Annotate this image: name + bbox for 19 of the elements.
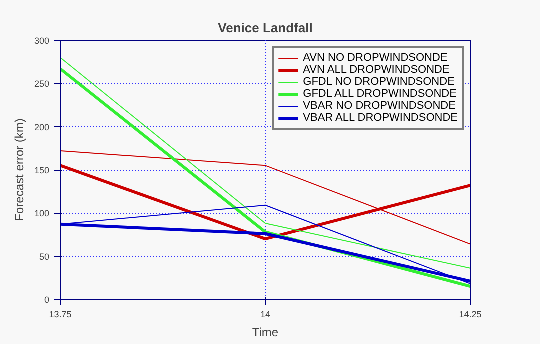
legend-label: AVN NO DROPWINDSONDE bbox=[303, 52, 448, 64]
y-tick-label: 150 bbox=[34, 166, 50, 176]
y-tick-label: 0 bbox=[44, 295, 50, 305]
y-tick-label: 300 bbox=[34, 36, 50, 46]
y-tick-label: 100 bbox=[34, 208, 50, 219]
x-axis-title: Time bbox=[252, 326, 279, 340]
legend-label: AVN ALL DROPWINDSONDE bbox=[303, 64, 450, 76]
chart-title: Venice Landfall bbox=[218, 20, 313, 36]
legend-label: VBAR NO DROPWINDSONDE bbox=[303, 100, 456, 112]
legend-label: GFDL NO DROPWINDSONDE bbox=[303, 76, 455, 88]
x-tick-label: 14.25 bbox=[459, 310, 482, 320]
y-axis-title: Forecast error (km) bbox=[12, 118, 26, 222]
x-tick-label: 13.75 bbox=[49, 310, 72, 320]
legend-label: GFDL ALL DROPWINDSONDE bbox=[303, 88, 457, 100]
y-tick-label: 50 bbox=[39, 252, 50, 262]
y-tick-label: 250 bbox=[34, 79, 50, 90]
y-tick-label: 200 bbox=[34, 122, 50, 132]
x-tick-label: 14 bbox=[260, 310, 271, 320]
legend-label: VBAR ALL DROPWINDSONDE bbox=[303, 112, 458, 124]
